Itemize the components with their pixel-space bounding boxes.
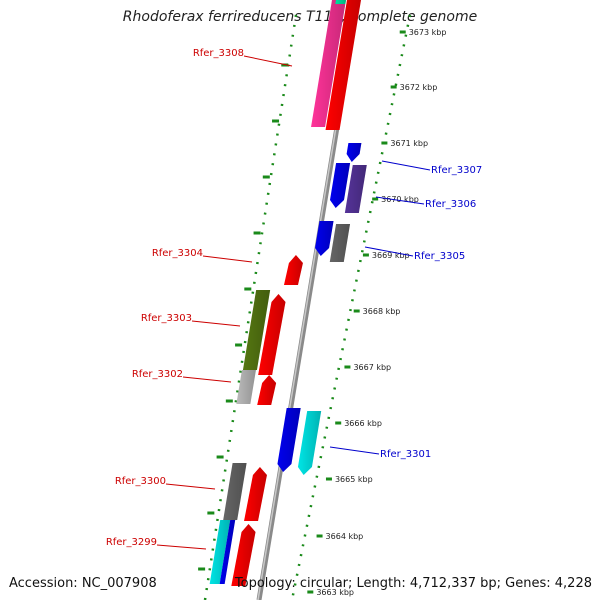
topology-label: Topology: circular; Length: 4,712,337 bp… [234,576,592,591]
ruler-tick: 3668 kbp [353,307,401,316]
gene-feature-block [231,524,256,586]
gene-feature-block [236,370,256,404]
gene-feature-block [346,143,362,162]
kbp-ruler: 3673 kbp 3672 kbp 3671 kbp 3670 kbp 3669 kbp… [307,28,446,597]
label-leader-line [182,376,232,383]
gene-feature-block [329,224,351,262]
gene-feature-block [330,163,351,208]
ruler-tick: 3669 kbp [362,251,410,260]
gene-label[interactable]: Rfer_3301 [380,449,431,460]
gene-features [209,0,367,586]
ruler-tick: 3665 kbp [325,475,373,484]
ruler-tick: 3670 kbp [372,195,419,204]
gene-feature-block [219,520,236,584]
ruler-tick-label: 3664 kbp [326,532,364,541]
gene-feature-block [335,0,346,4]
gene-feature-block [242,290,271,370]
gene-label[interactable]: Rfer_3307 [431,165,482,176]
ruler-tick-label: 3668 kbp [363,307,401,316]
gene-feature-block [258,294,286,375]
gene-label[interactable]: Rfer_3308 [193,48,244,59]
gene-labels: Rfer_3308 Rfer_3304 Rfer_3303 Rfer_3302 Rfer… [106,48,482,548]
ruler-tick-label: 3670 kbp [381,195,419,204]
gene-feature-block [297,411,322,475]
ruler-tick-label: 3665 kbp [335,475,373,484]
ruler-tick: 3673 kbp [399,28,447,37]
ruler-tick-label: 3671 kbp [390,139,428,148]
gene-label[interactable]: Rfer_3304 [152,248,203,259]
ruler-tick-label: 3669 kbp [372,251,410,260]
ruler-tick-label: 3672 kbp [400,83,438,92]
gene-label[interactable]: Rfer_3305 [414,251,465,262]
label-leader-lines [156,55,431,550]
ruler-tick-label: 3667 kbp [353,363,391,372]
gene-feature-block [315,221,334,256]
gene-feature-block [223,463,247,520]
gene-feature-block [209,520,231,584]
accession-label: Accession: NC_007908 [9,576,157,591]
gene-label[interactable]: Rfer_3299 [106,537,157,548]
label-leader-line [165,483,216,490]
label-leader-line [156,544,207,550]
ruler-tick: 3671 kbp [381,139,428,148]
ruler-tick: 3664 kbp [316,532,364,541]
gene-feature-block [344,165,367,213]
label-leader-line [243,55,293,67]
ruler-tick-label: 3663 kbp [316,588,354,597]
label-leader-line [329,446,380,455]
ruler-tick: 3666 kbp [335,419,382,428]
ruler-tick: 3672 kbp [390,83,438,92]
gene-label[interactable]: Rfer_3300 [115,476,166,487]
gene-label[interactable]: Rfer_3306 [425,199,476,210]
label-leader-line [202,255,253,263]
label-leader-line [364,246,414,257]
gene-label[interactable]: Rfer_3302 [132,369,183,380]
gene-feature-block [325,0,361,130]
ruler-tick: 3663 kbp [307,588,354,597]
gene-feature-block [244,467,267,521]
ruler-tick-label: 3666 kbp [344,419,382,428]
gene-label[interactable]: Rfer_3303 [141,313,192,324]
label-leader-line [381,160,431,171]
ruler-tick: 3667 kbp [344,363,391,372]
gene-feature-block [283,255,303,285]
genome-title: Rhodoferax ferrireducens T118, complete … [122,9,478,25]
gene-feature-block [277,408,301,472]
label-leader-line [375,196,425,205]
gene-feature-block [257,375,277,405]
label-leader-line [191,320,241,327]
ruler-tick-label: 3673 kbp [409,28,447,37]
gene-feature-block [311,0,346,127]
